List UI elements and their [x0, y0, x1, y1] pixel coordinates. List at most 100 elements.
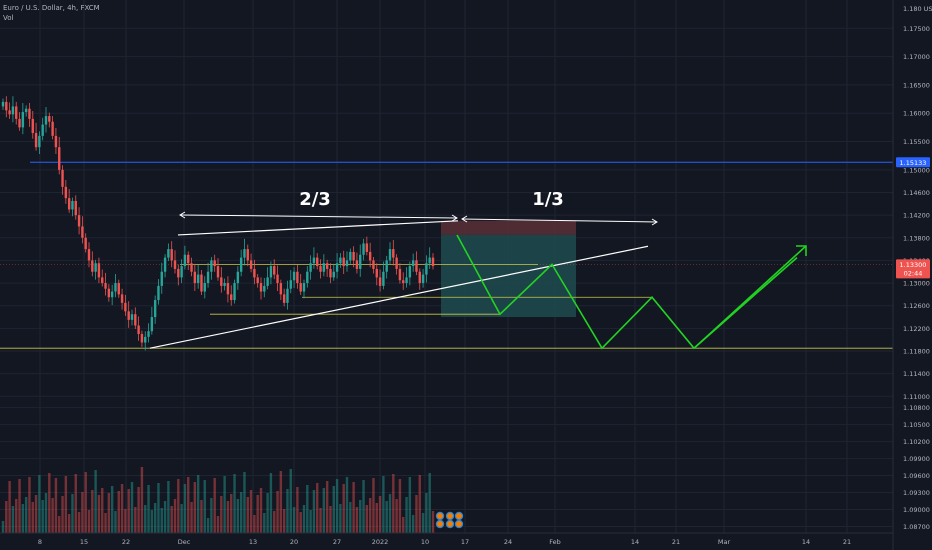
volume-legend[interactable]: Vol: [3, 14, 14, 22]
volume-bar: [355, 507, 359, 533]
candle-body: [213, 260, 216, 267]
volume-bar: [71, 494, 74, 533]
candle-body: [104, 283, 107, 289]
candle-body: [322, 263, 326, 272]
event-marker-icon[interactable]: [445, 511, 455, 521]
volume-bar: [117, 491, 120, 533]
candle-body: [368, 251, 372, 261]
candle-body: [157, 285, 160, 301]
y-tick-label: 1.15500: [903, 138, 930, 146]
volume-bar: [263, 513, 266, 533]
candle-body: [339, 257, 342, 264]
candle-body: [196, 274, 200, 284]
candle-body: [375, 268, 378, 278]
candle-body: [18, 118, 21, 128]
volume-bar: [61, 496, 64, 533]
candle-body: [279, 283, 283, 295]
volume-bar: [220, 496, 223, 533]
volume-bar: [87, 510, 91, 533]
candle-body: [137, 325, 140, 335]
volume-bar: [44, 493, 48, 533]
take-profit-zone: [441, 234, 576, 318]
volume-bar: [190, 502, 193, 533]
volume-bar: [276, 491, 279, 533]
volume-bar: [180, 504, 183, 533]
candle-body: [97, 263, 101, 278]
candle-body: [292, 271, 296, 281]
volume-bar: [405, 497, 408, 533]
candle-body: [233, 283, 236, 301]
candle-body: [286, 288, 289, 303]
volume-bar: [101, 488, 104, 533]
candle-body: [91, 260, 94, 272]
projection-final-leg: [693, 245, 807, 349]
candle-body: [180, 266, 183, 278]
volume-bar: [140, 467, 144, 533]
candle-body: [110, 291, 114, 298]
y-tick-label: 1.16500: [903, 81, 930, 89]
event-marker-icon[interactable]: [454, 519, 464, 529]
volume-bar: [286, 489, 289, 533]
x-tick-label: 20: [290, 538, 298, 546]
candle-body: [246, 249, 249, 261]
candle-body: [120, 294, 124, 303]
volume-bar: [365, 505, 369, 533]
candle-body: [312, 257, 316, 264]
x-tick-label: 17: [461, 538, 469, 546]
candle-body: [316, 257, 319, 267]
event-icons[interactable]: [435, 511, 464, 529]
candle-body: [21, 112, 25, 128]
volume-bar: [58, 516, 61, 533]
event-marker-icon[interactable]: [445, 519, 455, 529]
x-tick-label: Dec: [178, 538, 191, 546]
volume-bar: [259, 488, 263, 533]
candle-body: [170, 249, 173, 261]
x-tick-label: 13: [249, 538, 257, 546]
volume-bar: [316, 483, 319, 533]
volume-bar: [339, 504, 342, 533]
y-tick-label: 1.11800: [903, 348, 930, 356]
x-tick-label: 21: [672, 538, 680, 546]
volume-bar: [289, 469, 292, 533]
x-tick-label: 2022: [372, 538, 389, 546]
x-tick-label: 15: [80, 538, 88, 546]
event-marker-icon[interactable]: [435, 519, 445, 529]
candle-body: [190, 263, 193, 272]
y-tick-label: 1.09000: [903, 506, 930, 514]
volume-bar: [31, 502, 34, 533]
y-tick-label: 1.10800: [903, 404, 930, 412]
candle-body: [130, 314, 134, 320]
volume-bar: [388, 494, 392, 533]
candle-body: [117, 283, 120, 295]
volume-bar: [94, 470, 97, 533]
volume-bar: [375, 503, 378, 533]
volume-bar: [325, 481, 329, 533]
y-tick-label: 1.09600: [903, 472, 930, 480]
volume-bar: [177, 479, 180, 533]
event-marker-icon[interactable]: [435, 511, 445, 521]
candle-body: [296, 271, 299, 284]
candle-body: [193, 271, 197, 284]
y-tick-label: 1.11000: [903, 393, 930, 401]
volume-bar: [273, 511, 276, 533]
symbol-legend[interactable]: Euro / U.S. Dollar, 4h, FXCM: [3, 4, 100, 12]
volume-bar: [210, 498, 213, 533]
candle-body: [266, 277, 269, 286]
volume-bar: [97, 495, 101, 533]
event-marker-icon[interactable]: [454, 511, 464, 521]
candle-body: [61, 169, 64, 187]
volume-bar: [110, 486, 114, 533]
volume-bar: [114, 511, 117, 533]
bar-countdown: 02:44: [904, 269, 923, 277]
candle-body: [177, 268, 180, 278]
candle-body: [223, 283, 226, 286]
y-tick-label: 1.17500: [903, 25, 930, 33]
right-span-label: 1/3: [532, 189, 564, 210]
x-tick-label: 14: [802, 538, 810, 546]
volume-bar: [11, 506, 15, 533]
volume-bar: [368, 498, 372, 533]
stop-loss-zone: [441, 220, 576, 235]
candle-body: [81, 226, 84, 238]
volume-bar: [107, 493, 111, 533]
